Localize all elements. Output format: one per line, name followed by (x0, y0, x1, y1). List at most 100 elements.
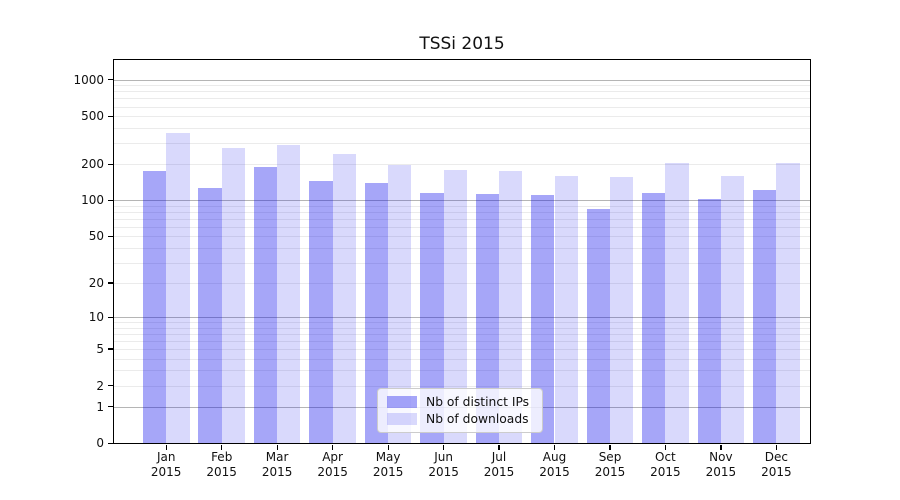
bar-nb-of-downloads-jul-2015 (499, 170, 523, 444)
y-tick (107, 384, 113, 387)
legend-swatch-distinct-ips (387, 395, 417, 408)
bar-nb-of-downloads-oct-2015 (665, 163, 689, 444)
legend: Nb of distinct IPs Nb of downloads (377, 388, 543, 433)
minor-gridline (113, 85, 811, 87)
x-tick-label: Apr 2015 (317, 450, 348, 479)
x-tick (387, 444, 389, 450)
x-tick (498, 444, 500, 450)
minor-gridline (113, 247, 811, 249)
bar-nb-of-downloads-apr-2015 (332, 154, 356, 444)
minor-gridline (113, 370, 811, 372)
bar-nb-of-distinct-ips-apr-2015 (309, 181, 333, 444)
y-tick (107, 348, 113, 350)
bar-nb-of-distinct-ips-may-2015 (364, 183, 389, 444)
bar-nb-of-downloads-jun-2015 (443, 169, 467, 444)
x-tick (332, 444, 334, 450)
y-tick (107, 163, 113, 165)
minor-gridline (113, 385, 811, 387)
x-tick-label: Jan 2015 (150, 450, 182, 479)
bar-nb-of-downloads-sep-2015 (610, 177, 634, 444)
bar-nb-of-downloads-jan-2015 (166, 132, 190, 444)
minor-gridline (113, 98, 811, 100)
bar-nb-of-downloads-feb-2015 (221, 147, 246, 444)
x-tick (276, 444, 278, 450)
minor-gridline (113, 322, 811, 324)
y-tick (107, 199, 113, 202)
x-tick (165, 444, 167, 450)
legend-label-distinct-ips: Nb of distinct IPs (426, 394, 530, 409)
x-tick-label: Sep 2015 (594, 450, 626, 479)
x-tick (609, 444, 611, 450)
x-tick-label: Dec 2015 (761, 450, 792, 479)
minor-gridline (113, 218, 811, 220)
major-gridline (113, 317, 811, 319)
legend-item-distinct-ips: Nb of distinct IPs (387, 394, 533, 410)
minor-gridline (113, 236, 811, 238)
bar-nb-of-distinct-ips-sep-2015 (586, 208, 610, 444)
major-gridline (113, 200, 811, 202)
minor-gridline (113, 212, 811, 213)
minor-gridline (113, 327, 811, 329)
y-tick-label: 500 (81, 109, 104, 124)
y-tick-label: 100 (81, 193, 104, 208)
y-tick (107, 235, 113, 237)
y-tick-label: 50 (88, 229, 104, 244)
x-tick (775, 444, 778, 450)
y-tick-label: 1000 (73, 72, 104, 87)
legend-label-downloads: Nb of downloads (426, 412, 529, 427)
y-tick-label: 1 (96, 399, 104, 414)
bar-nb-of-downloads-mar-2015 (277, 144, 301, 444)
y-tick (107, 316, 113, 318)
chart-title: TSSi 2015 (419, 34, 505, 54)
x-tick-label: Jun 2015 (428, 450, 459, 479)
minor-gridline (113, 340, 811, 342)
y-tick-label: 5 (96, 342, 104, 356)
x-tick-label: Aug 2015 (539, 450, 570, 479)
bar-nb-of-distinct-ips-nov-2015 (697, 198, 721, 444)
bar-nb-of-distinct-ips-mar-2015 (253, 166, 278, 444)
minor-gridline (113, 349, 811, 350)
x-tick (553, 444, 556, 450)
y-tick-label: 0 (96, 436, 104, 451)
legend-item-downloads: Nb of downloads (387, 411, 533, 427)
x-tick-label: Mar 2015 (261, 450, 293, 479)
bar-nb-of-distinct-ips-jul-2015 (475, 193, 500, 444)
x-tick-label: Jul 2015 (483, 450, 515, 479)
bar-nb-of-downloads-may-2015 (388, 164, 412, 444)
y-tick (107, 115, 113, 117)
x-tick (221, 444, 223, 450)
minor-gridline (113, 164, 811, 166)
bar-nb-of-distinct-ips-aug-2015 (531, 194, 555, 444)
minor-gridline (113, 333, 811, 335)
minor-gridline (113, 205, 811, 207)
y-tick-label: 2 (96, 378, 104, 393)
x-tick (442, 444, 445, 450)
minor-gridline (113, 142, 811, 144)
x-tick (720, 444, 722, 450)
y-tick (107, 442, 113, 444)
bar-nb-of-distinct-ips-feb-2015 (198, 187, 222, 444)
minor-gridline (113, 358, 811, 360)
x-tick-label: Oct 2015 (650, 450, 681, 479)
bar-nb-of-downloads-dec-2015 (776, 163, 800, 444)
bar-nb-of-distinct-ips-oct-2015 (642, 192, 666, 444)
minor-gridline (113, 106, 811, 108)
legend-swatch-downloads (387, 413, 417, 426)
bar-nb-of-downloads-aug-2015 (554, 175, 578, 444)
bar-nb-of-distinct-ips-jun-2015 (420, 192, 444, 444)
x-tick (664, 444, 667, 450)
bar-nb-of-distinct-ips-jan-2015 (142, 170, 167, 444)
y-tick-label: 10 (88, 310, 104, 325)
y-tick-label: 20 (88, 276, 104, 290)
minor-gridline (113, 262, 811, 264)
bar-nb-of-downloads-nov-2015 (720, 175, 745, 444)
y-tick (107, 282, 113, 284)
y-tick (107, 406, 113, 408)
y-tick (107, 79, 113, 81)
y-tick-label: 200 (81, 157, 104, 172)
minor-gridline (113, 226, 811, 228)
major-gridline (113, 79, 811, 81)
x-tick-label: May 2015 (372, 450, 404, 479)
minor-gridline (113, 116, 811, 118)
